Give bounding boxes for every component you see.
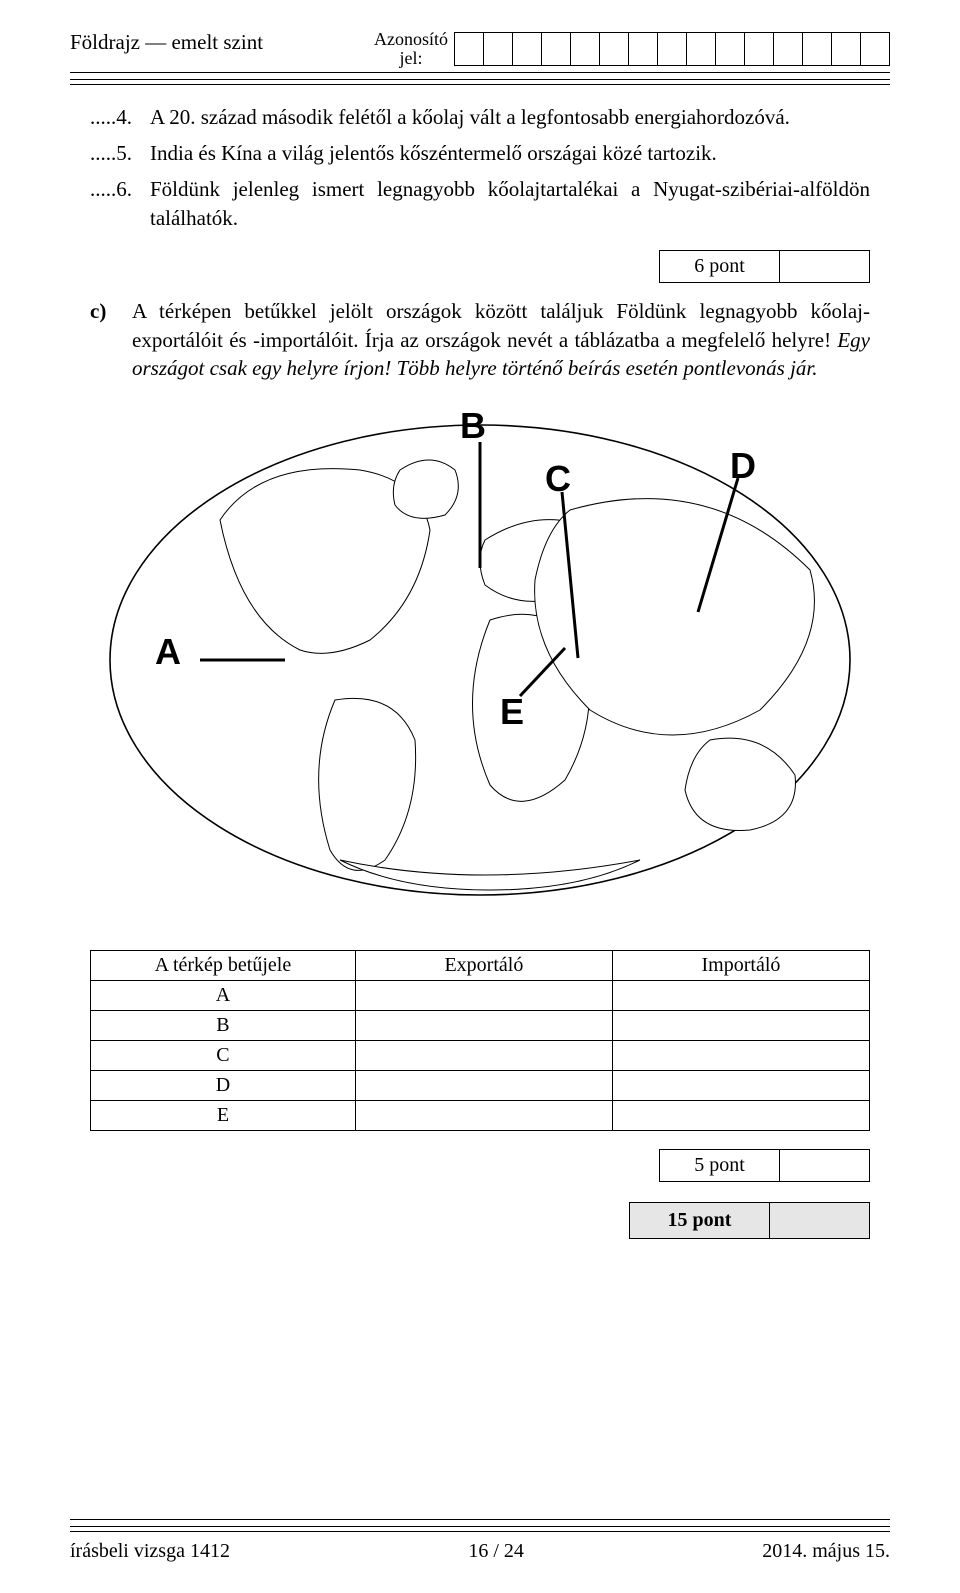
id-cell[interactable] xyxy=(744,32,774,66)
id-cell[interactable] xyxy=(657,32,687,66)
statement-num: .....5. xyxy=(90,139,150,167)
map-label-e: E xyxy=(500,688,524,737)
row-letter: D xyxy=(91,1071,356,1101)
table-row: B xyxy=(91,1011,870,1041)
id-label-line1: Azonosító xyxy=(374,29,448,49)
table-row: E xyxy=(91,1101,870,1131)
id-grid[interactable] xyxy=(454,32,890,66)
points-box-b: 6 pont xyxy=(659,250,870,283)
id-cell[interactable] xyxy=(715,32,745,66)
points-total-blank[interactable] xyxy=(770,1203,870,1239)
statements-list: .....4.A 20. század második felétől a kő… xyxy=(90,103,870,232)
map-label-b: B xyxy=(460,402,486,451)
footer-line-thin xyxy=(70,1519,890,1520)
statement-row: .....6.Földünk jelenleg ismert legnagyob… xyxy=(90,175,870,232)
row-import-cell[interactable] xyxy=(612,1071,869,1101)
row-export-cell[interactable] xyxy=(355,981,612,1011)
id-label: Azonosító jel: xyxy=(374,30,448,68)
row-import-cell[interactable] xyxy=(612,1011,869,1041)
row-letter: E xyxy=(91,1101,356,1131)
row-import-cell[interactable] xyxy=(612,1101,869,1131)
table-row: D xyxy=(91,1071,870,1101)
points-c-label: 5 pont xyxy=(660,1150,780,1182)
answer-table: A térkép betűjele Exportáló Importáló AB… xyxy=(90,950,870,1131)
id-cell[interactable] xyxy=(483,32,513,66)
id-cell[interactable] xyxy=(831,32,861,66)
id-cell[interactable] xyxy=(541,32,571,66)
answer-th-1: Exportáló xyxy=(355,951,612,981)
answer-th-2: Importáló xyxy=(612,951,869,981)
row-export-cell[interactable] xyxy=(355,1041,612,1071)
points-box-c: 5 pont xyxy=(659,1149,870,1182)
id-cell[interactable] xyxy=(570,32,600,66)
id-cell[interactable] xyxy=(628,32,658,66)
points-total-label: 15 pont xyxy=(630,1203,770,1239)
id-cell[interactable] xyxy=(454,32,484,66)
table-row: C xyxy=(91,1041,870,1071)
page-footer: írásbeli vizsga 1412 16 / 24 2014. május… xyxy=(70,1519,890,1563)
id-label-line2: jel: xyxy=(400,48,423,68)
statement-row: .....5.India és Kína a világ jelentős kő… xyxy=(90,139,870,167)
footer-line-double xyxy=(70,1526,890,1532)
row-export-cell[interactable] xyxy=(355,1071,612,1101)
map-label-c: C xyxy=(545,455,571,504)
points-total-box: 15 pont xyxy=(629,1202,870,1239)
row-letter: C xyxy=(91,1041,356,1071)
id-block: Azonosító jel: xyxy=(273,30,890,68)
footer-left: írásbeli vizsga 1412 xyxy=(70,1540,230,1563)
statement-text: A 20. század második felétől a kőolaj vá… xyxy=(150,103,870,131)
statement-text: India és Kína a világ jelentős kőszénter… xyxy=(150,139,870,167)
footer-center: 16 / 24 xyxy=(468,1540,524,1563)
map-label-d: D xyxy=(730,442,756,491)
points-b-blank[interactable] xyxy=(780,251,870,283)
statement-text: Földünk jelenleg ismert legnagyobb kőola… xyxy=(150,175,870,232)
row-letter: B xyxy=(91,1011,356,1041)
id-cell[interactable] xyxy=(512,32,542,66)
statement-num: .....6. xyxy=(90,175,150,203)
id-cell[interactable] xyxy=(773,32,803,66)
subject-title: Földrajz — emelt szint xyxy=(70,30,263,55)
row-letter: A xyxy=(91,981,356,1011)
statement-row: .....4.A 20. század második felétől a kő… xyxy=(90,103,870,131)
footer-right: 2014. május 15. xyxy=(762,1540,890,1563)
section-c: c) A térképen betűkkel jelölt országok k… xyxy=(90,297,870,382)
points-b-label: 6 pont xyxy=(660,251,780,283)
table-row: A xyxy=(91,981,870,1011)
row-import-cell[interactable] xyxy=(612,981,869,1011)
map-label-a: A xyxy=(155,628,181,677)
id-cell[interactable] xyxy=(860,32,890,66)
header-line-thin xyxy=(70,72,890,73)
row-export-cell[interactable] xyxy=(355,1011,612,1041)
statement-num: .....4. xyxy=(90,103,150,131)
section-c-lead: A térképen betűkkel jelölt országok közö… xyxy=(132,299,870,351)
id-cell[interactable] xyxy=(686,32,716,66)
world-map: A B C D E xyxy=(100,400,860,910)
row-export-cell[interactable] xyxy=(355,1101,612,1131)
id-cell[interactable] xyxy=(599,32,629,66)
section-c-letter: c) xyxy=(90,297,118,325)
id-cell[interactable] xyxy=(802,32,832,66)
answer-th-0: A térkép betűjele xyxy=(91,951,356,981)
row-import-cell[interactable] xyxy=(612,1041,869,1071)
points-c-blank[interactable] xyxy=(780,1150,870,1182)
